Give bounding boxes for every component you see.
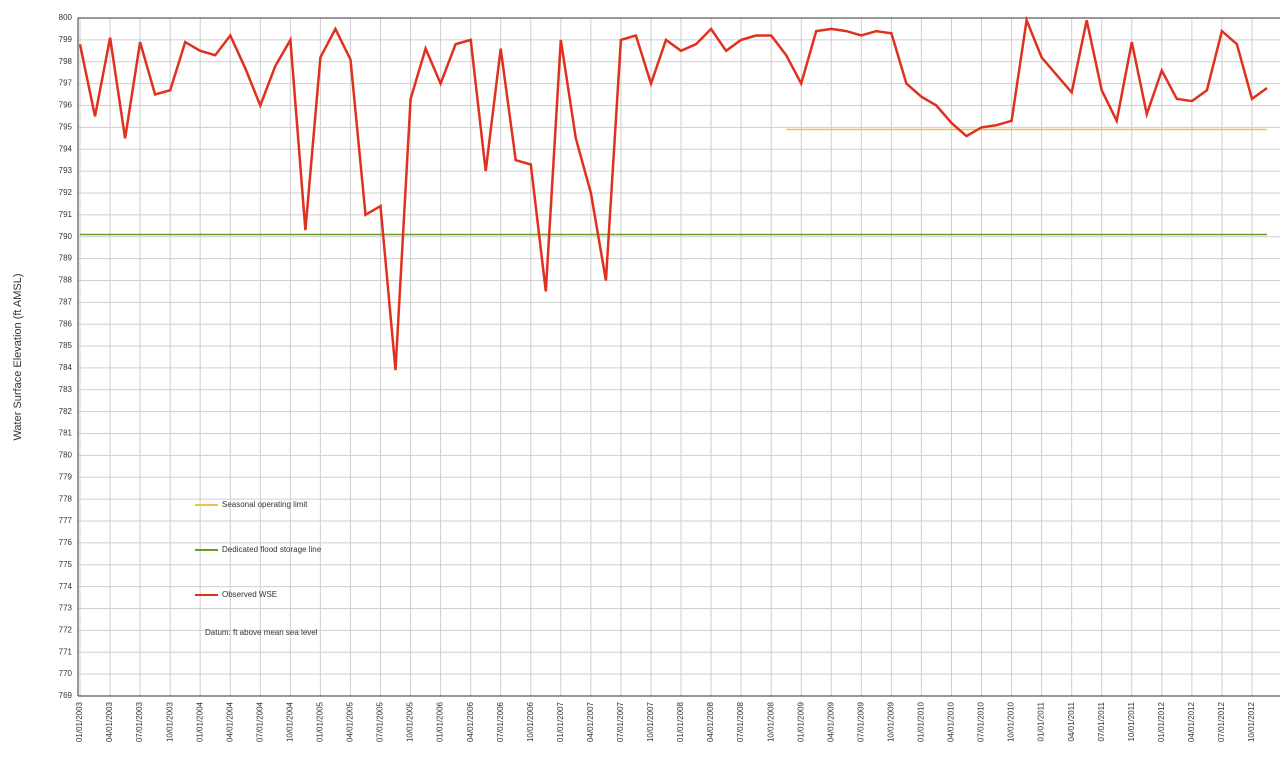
y-tick-label: 788 [59,276,73,285]
y-tick-label: 792 [59,188,73,197]
x-tick-label: 01/01/2007 [556,701,565,742]
x-tick-label: 01/01/2009 [796,701,805,742]
y-tick-label: 783 [59,385,73,394]
y-tick-label: 798 [59,57,73,66]
x-tick-label: 10/01/2004 [285,701,294,742]
x-tick-label: 07/01/2011 [1097,701,1106,741]
y-tick-label: 778 [59,494,73,503]
x-tick-label: 07/01/2003 [135,701,144,742]
y-axis-label: Water Surface Elevation (ft AMSL) [12,273,24,440]
y-tick-label: 786 [59,319,73,328]
y-tick-label: 785 [59,341,73,350]
y-tick-label: 775 [59,560,73,569]
y-tick-label: 781 [59,429,73,438]
x-tick-label: 04/01/2010 [947,701,956,742]
y-tick-label: 779 [59,472,73,481]
y-tick-label: 782 [59,407,73,416]
y-tick-label: 780 [59,451,73,460]
x-tick-label: 10/01/2005 [406,701,415,742]
y-tick-label: 789 [59,254,73,263]
x-tick-label: 10/01/2008 [766,701,775,742]
legend-label: Seasonal operating limit [222,500,308,509]
x-tick-label: 01/01/2012 [1157,701,1166,742]
y-tick-label: 799 [59,35,73,44]
y-tick-label: 797 [59,79,73,88]
x-tick-label: 10/01/2003 [165,701,174,742]
x-tick-label: 07/01/2007 [616,701,625,742]
x-tick-label: 04/01/2003 [105,701,114,742]
x-tick-label: 01/01/2004 [195,701,204,742]
legend-label: Observed WSE [222,590,277,599]
x-tick-label: 07/01/2004 [255,701,264,742]
y-tick-label: 800 [59,13,73,22]
y-tick-label: 772 [59,625,73,634]
y-tick-label: 796 [59,101,73,110]
x-tick-label: 04/01/2007 [586,701,595,742]
y-tick-label: 773 [59,604,73,613]
y-tick-label: 787 [59,297,73,306]
y-tick-label: 784 [59,363,73,372]
x-tick-label: 07/01/2010 [977,701,986,742]
y-tick-label: 774 [59,582,73,591]
x-tick-label: 01/01/2005 [316,701,325,742]
y-tick-label: 771 [59,647,73,656]
x-tick-label: 01/01/2011 [1037,701,1046,741]
y-tick-label: 769 [59,691,73,700]
y-tick-label: 794 [59,144,73,153]
x-tick-label: 04/01/2005 [346,701,355,742]
y-tick-label: 770 [59,669,73,678]
x-tick-label: 10/01/2006 [526,701,535,742]
x-tick-label: 07/01/2012 [1217,701,1226,742]
y-tick-label: 790 [59,232,73,241]
x-tick-label: 04/01/2006 [466,701,475,742]
x-tick-label: 07/01/2009 [856,701,865,742]
x-tick-label: 10/01/2007 [646,701,655,742]
series-line [78,15,1268,371]
x-tick-label: 10/01/2011 [1127,701,1136,741]
y-tick-label: 795 [59,122,73,131]
y-tick-label: 791 [59,210,73,219]
x-tick-label: 07/01/2005 [376,701,385,742]
x-tick-label: 10/01/2010 [1007,701,1016,742]
x-tick-label: 01/01/2006 [436,701,445,742]
x-tick-label: 10/01/2009 [886,701,895,742]
x-tick-label: 01/01/2003 [75,701,84,742]
x-tick-label: 04/01/2008 [706,701,715,742]
x-tick-label: 07/01/2008 [736,701,745,742]
x-tick-label: 04/01/2004 [225,701,234,742]
y-tick-label: 776 [59,538,73,547]
x-tick-label: 10/01/2012 [1247,701,1256,742]
x-tick-label: 01/01/2010 [917,701,926,742]
y-tick-label: 777 [59,516,73,525]
x-tick-label: 04/01/2012 [1187,701,1196,742]
legend-note: Datum: ft above mean sea level [205,628,318,637]
y-tick-label: 793 [59,166,73,175]
legend-label: Dedicated flood storage line [222,545,322,554]
x-tick-label: 04/01/2009 [826,701,835,742]
x-tick-label: 07/01/2006 [496,701,505,742]
x-tick-label: 01/01/2008 [676,701,685,742]
x-tick-label: 04/01/2011 [1067,701,1076,741]
